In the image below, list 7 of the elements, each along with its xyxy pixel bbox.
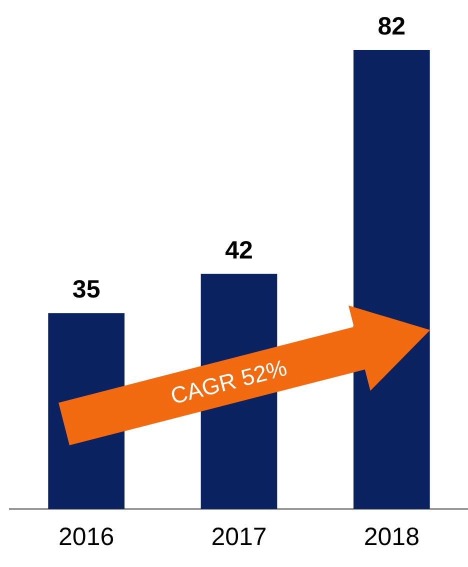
x-tick-label: 2016 <box>58 522 114 551</box>
annotation: CAGR 52% <box>168 354 290 410</box>
data-label: 35 <box>72 275 100 304</box>
data-label: 82 <box>378 12 406 40</box>
data-label: 42 <box>225 236 253 264</box>
x-tick-label: 2017 <box>211 522 267 551</box>
x-tick-label: 2018 <box>364 522 420 551</box>
